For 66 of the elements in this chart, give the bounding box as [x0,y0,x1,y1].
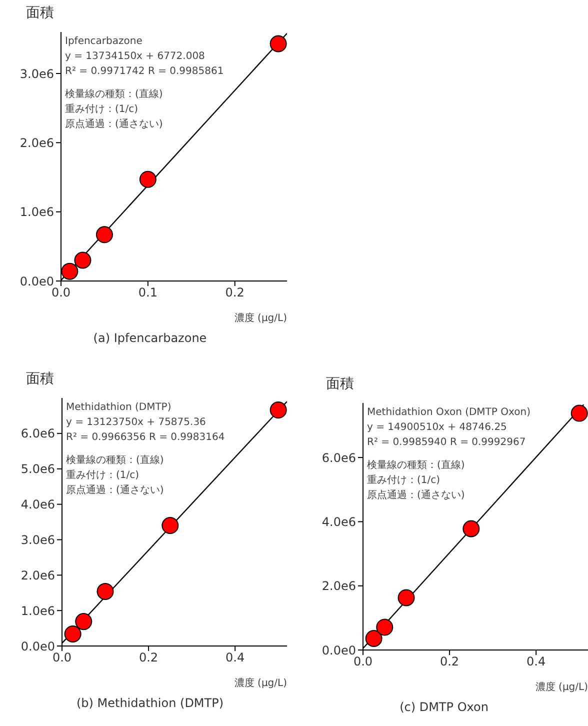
y-tick-label: 5.0e6 [20,462,55,476]
annotation: R² = 0.9985940 R = 0.9992967 [367,436,527,450]
annotation: R² = 0.9971742 R = 0.9985861 [65,65,224,79]
annotation: y = 13734150x + 6772.008 [65,50,206,64]
x-tick-label: 0.1 [138,286,158,300]
y-tick-label: 2.0e6 [20,568,55,582]
annotation: y = 14900510x + 48746.25 [367,421,508,435]
text: (c) DMTP Oxon [398,700,490,714]
point [365,630,382,647]
point [570,404,588,422]
y-axis-title: 面積 [26,370,54,388]
x-tick-label: 0.4 [526,654,546,669]
y-tick-label: 6.0e6 [322,450,356,465]
annotation: 検量線の種類：(直線) [66,454,165,468]
point [162,517,179,534]
point [398,589,415,606]
x-tick-label: 0.0 [353,654,373,669]
annotation: 原点通過：(通さない) [66,484,165,498]
y-tick-label: 3.0e6 [20,66,54,81]
point [139,170,156,188]
annotation: Methidathion (DMTP) [66,401,172,415]
y-tick-label: 2.0e6 [322,579,356,594]
x-axis-title: 濃度 (μg/L) [234,312,287,325]
point [74,252,92,269]
text: (a) Ipfencarbazone [92,331,208,345]
annotation: y = 13123750x + 75875.36 [66,416,207,430]
y-tick-label: 0.0e0 [20,274,54,288]
point [75,613,92,630]
x-tick-label: 0.0 [52,650,72,665]
text: (b) Methidathion (DMTP) [75,696,225,710]
x-axis-title: 濃度 (μg/L) [535,680,588,694]
point [64,625,82,642]
y-tick-label: 2.0e6 [20,136,54,150]
x-tick-label: 0.0 [51,286,71,300]
annotation: R² = 0.9966356 R = 0.9983164 [66,431,225,445]
annotation: 重み付け：(1/c) [367,474,442,488]
annotation: 原点通過：(通さない) [367,488,466,503]
annotation: 重み付け：(1/c) [66,468,140,483]
point [61,262,78,280]
annotation: 原点通過：(通さない) [65,118,164,132]
x-tick-label: 0.2 [225,286,244,300]
annotation: 重み付け：(1/c) [65,102,140,117]
y-tick-label: 1.0e6 [20,205,54,220]
x-axis-title: 濃度 (μg/L) [234,676,287,690]
y-tick-label: 6.0e6 [20,426,55,441]
y-tick-label: 4.0e6 [322,514,356,529]
point [96,226,113,244]
annotation: Methidathion Oxon (DMTP Oxon) [367,406,530,420]
annotation: 検量線の種類：(直線) [367,458,466,473]
annotation: 検量線の種類：(直線) [65,88,164,102]
y-tick-label: 3.0e6 [20,532,55,547]
y-tick-label: 4.0e6 [20,498,55,512]
point [462,520,480,538]
point [270,402,287,419]
x-tick-label: 0.4 [226,650,245,665]
y-axis-title: 面積 [26,4,54,22]
point [96,582,114,600]
y-tick-label: 0.0e0 [20,639,55,654]
point [270,35,287,52]
annotation: Ipfencarbazone [65,35,144,49]
x-tick-label: 0.2 [440,654,460,669]
y-tick-label: 0.0e0 [322,643,356,658]
y-axis-title: 面積 [326,375,354,393]
point [376,618,394,636]
y-tick-label: 1.0e6 [20,604,55,618]
x-tick-label: 0.2 [138,650,158,665]
